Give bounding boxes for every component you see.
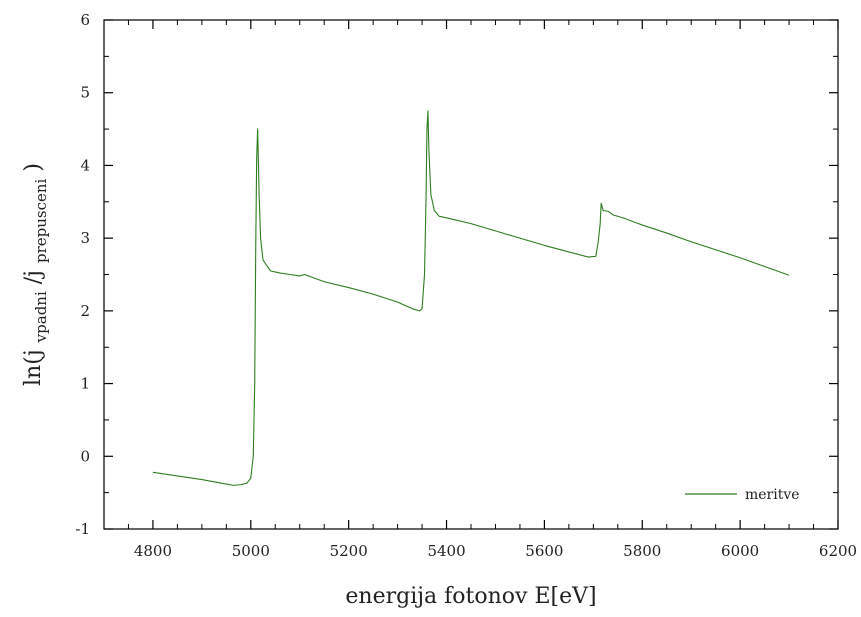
series-layer <box>152 110 790 486</box>
x-tick-label: 5000 <box>232 542 270 560</box>
x-tick-label: 5800 <box>623 542 661 560</box>
legend-label: meritve <box>745 487 800 503</box>
y-axis-title: ln(j vpadni /j prepusceni ) <box>21 163 52 386</box>
x-axis-title: energija fotonov E[eV] <box>345 584 596 609</box>
x-tick-label: 6200 <box>819 542 857 560</box>
y-tick-label: 4 <box>80 156 90 174</box>
y-tick-label: 1 <box>80 375 90 393</box>
minor-ticks <box>103 20 838 529</box>
x-tick-label: 6000 <box>721 542 759 560</box>
x-tick-label: 5400 <box>427 542 465 560</box>
y-tick-label: 5 <box>80 84 90 102</box>
x-tick-label: 5200 <box>330 542 368 560</box>
y-tick-label: 2 <box>80 302 90 320</box>
y-axis: -1 0 1 2 3 4 5 6 <box>75 11 838 538</box>
y-tick-label: -1 <box>75 520 90 538</box>
x-tick-label: 4800 <box>134 542 172 560</box>
x-tick-label: 5600 <box>525 542 563 560</box>
plot-frame <box>103 19 839 530</box>
y-tick-label: 6 <box>80 11 90 29</box>
y-tick-label: 0 <box>80 447 90 465</box>
y-tick-label: 3 <box>80 229 90 247</box>
legend: meritve <box>685 487 800 503</box>
x-axis: 4800 5000 5200 5400 5600 5800 6000 6200 <box>134 20 857 560</box>
series-line-meritve <box>152 110 790 486</box>
